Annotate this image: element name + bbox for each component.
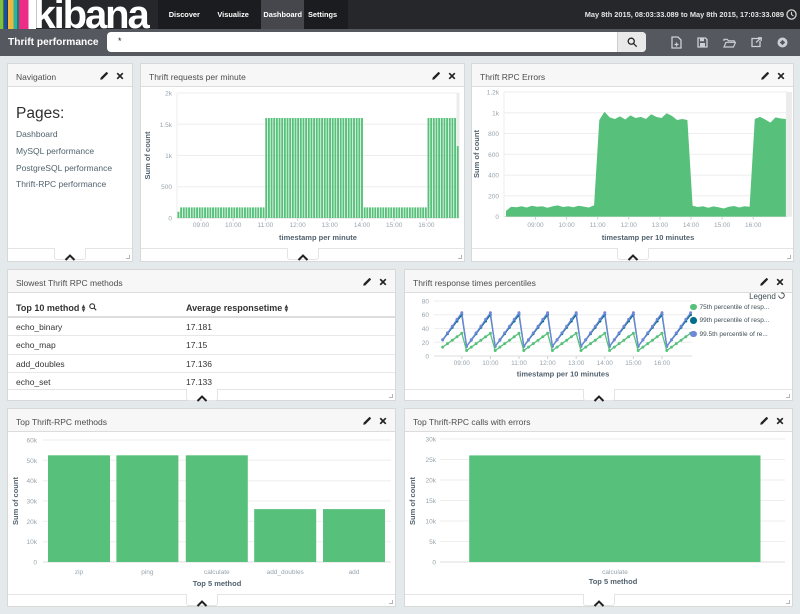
svg-text:80: 80 xyxy=(422,299,430,306)
svg-text:Sum of count: Sum of count xyxy=(11,477,20,525)
svg-text:0: 0 xyxy=(432,560,436,567)
svg-text:add: add xyxy=(349,569,360,576)
svg-text:20k: 20k xyxy=(27,519,38,526)
svg-text:0: 0 xyxy=(425,354,429,361)
svg-text:16:00: 16:00 xyxy=(745,222,762,229)
svg-text:Top 5 method: Top 5 method xyxy=(589,577,638,586)
svg-text:1k: 1k xyxy=(165,153,173,160)
svg-text:16:00: 16:00 xyxy=(418,222,435,229)
svg-text:Sum of count: Sum of count xyxy=(408,477,417,525)
svg-text:12:00: 12:00 xyxy=(289,222,306,229)
svg-text:Top 5 method: Top 5 method xyxy=(193,579,242,588)
svg-text:timestamp per 10 minutes: timestamp per 10 minutes xyxy=(517,370,610,379)
svg-text:13:00: 13:00 xyxy=(652,222,669,229)
svg-text:2k: 2k xyxy=(165,91,173,98)
svg-text:0: 0 xyxy=(168,216,172,223)
svg-text:14:00: 14:00 xyxy=(597,360,614,367)
svg-text:15:00: 15:00 xyxy=(386,222,403,229)
svg-text:15:00: 15:00 xyxy=(625,360,642,367)
svg-text:60: 60 xyxy=(422,312,430,319)
svg-text:0: 0 xyxy=(33,560,37,567)
svg-text:15:00: 15:00 xyxy=(714,222,731,229)
svg-text:14:00: 14:00 xyxy=(683,222,700,229)
svg-text:200: 200 xyxy=(488,193,499,200)
svg-text:10:00: 10:00 xyxy=(482,360,499,367)
svg-text:calculate: calculate xyxy=(602,569,628,576)
svg-text:12:00: 12:00 xyxy=(539,360,556,367)
svg-text:10:00: 10:00 xyxy=(225,222,242,229)
svg-text:1.5k: 1.5k xyxy=(160,122,173,129)
svg-text:5k: 5k xyxy=(429,539,437,546)
svg-text:1.2k: 1.2k xyxy=(487,90,500,97)
svg-text:10k: 10k xyxy=(27,539,38,546)
svg-text:30k: 30k xyxy=(27,499,38,506)
svg-text:13:00: 13:00 xyxy=(322,222,339,229)
svg-text:calculate: calculate xyxy=(204,569,230,576)
svg-text:30k: 30k xyxy=(426,437,437,444)
svg-text:13:00: 13:00 xyxy=(568,360,585,367)
svg-text:timestamp per 10 minutes: timestamp per 10 minutes xyxy=(602,233,695,242)
svg-text:20k: 20k xyxy=(426,478,437,485)
svg-text:25k: 25k xyxy=(426,457,437,464)
svg-text:16:00: 16:00 xyxy=(654,360,671,367)
svg-text:10:00: 10:00 xyxy=(558,222,575,229)
svg-text:14:00: 14:00 xyxy=(354,222,371,229)
svg-text:40k: 40k xyxy=(27,478,38,485)
svg-text:zip: zip xyxy=(75,569,84,576)
svg-text:Sum of count: Sum of count xyxy=(143,131,152,179)
svg-text:600: 600 xyxy=(488,152,499,159)
svg-text:11:00: 11:00 xyxy=(258,222,274,229)
svg-text:ping: ping xyxy=(141,569,154,576)
svg-text:add_doubles: add_doubles xyxy=(267,569,305,576)
svg-text:09:00: 09:00 xyxy=(454,360,471,367)
svg-text:1k: 1k xyxy=(492,110,500,117)
svg-text:timestamp per minute: timestamp per minute xyxy=(279,233,357,242)
svg-text:Sum of count: Sum of count xyxy=(472,130,481,178)
svg-text:400: 400 xyxy=(488,173,499,180)
svg-text:800: 800 xyxy=(488,131,499,138)
svg-text:12:00: 12:00 xyxy=(621,222,638,229)
svg-text:09:00: 09:00 xyxy=(193,222,210,229)
svg-text:60k: 60k xyxy=(27,438,38,445)
svg-text:0: 0 xyxy=(495,214,499,221)
svg-text:10k: 10k xyxy=(426,519,437,526)
svg-text:50k: 50k xyxy=(27,458,38,465)
svg-text:20: 20 xyxy=(422,340,430,347)
svg-text:11:00: 11:00 xyxy=(511,360,527,367)
svg-text:40: 40 xyxy=(422,326,430,333)
svg-text:500: 500 xyxy=(161,184,172,191)
svg-text:11:00: 11:00 xyxy=(590,222,606,229)
svg-text:15k: 15k xyxy=(426,498,437,505)
svg-text:09:00: 09:00 xyxy=(527,222,544,229)
